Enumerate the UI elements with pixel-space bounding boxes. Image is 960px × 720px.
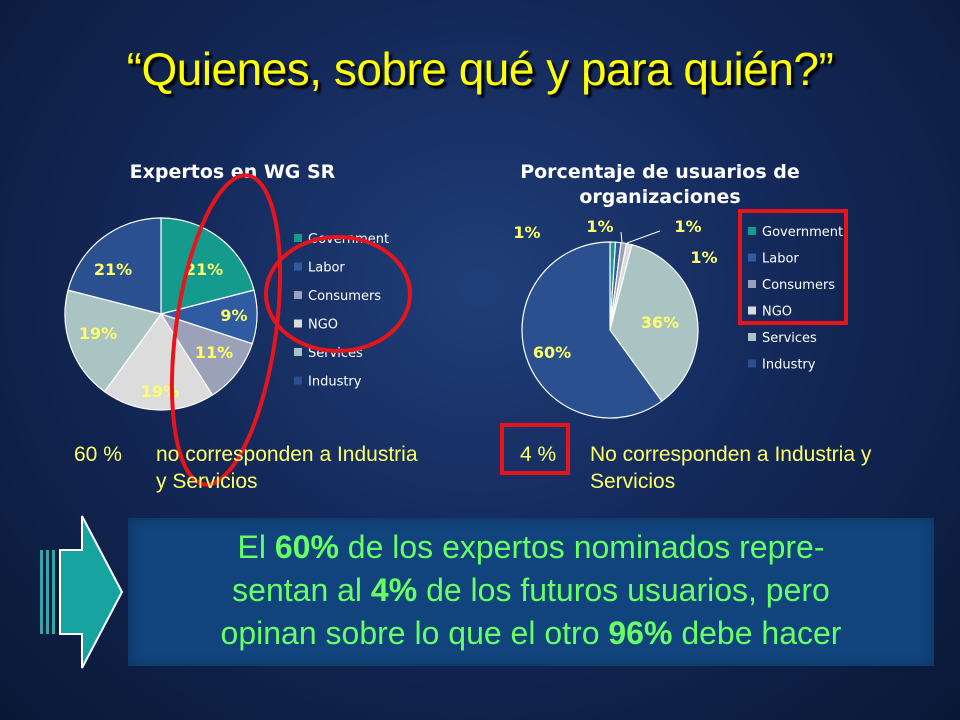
users-data-label-services: 36% [641,313,679,332]
users-legend-swatch-government [748,227,756,235]
users-legend-item-consumers: Consumers [762,278,835,293]
caption-left-line1: no corresponden a Industria [156,441,418,468]
caption-right-line1: No corresponden a Industria y [590,441,871,468]
experts-legend-item-consumers: Consumers [308,289,381,304]
caption-left-pct: 60 % [74,441,122,468]
caption-right-text: No corresponden a Industria y Servicios [590,441,871,495]
legend-users: Government Labor Consumers NGO Services Indus… [748,225,843,373]
users-data-label-government: 1% [586,217,613,236]
users-legend-swatch-services [748,333,756,341]
experts-data-label-industry: 21% [94,260,132,279]
users-legend-item-ngo: NGO [762,305,792,320]
users-data-label-ngo: 1% [513,223,540,242]
arrow-right-icon [40,516,122,668]
legend-experts: GovernmentLaborConsumersNGOServicesIndus… [294,232,389,390]
users-data-label-consumers: 1% [690,248,717,267]
users-legend-item-government: Government [762,225,843,240]
users-legend-item-industry: Industry [762,358,816,373]
experts-legend-swatch-government [294,234,302,242]
pie-chart-experts: 21%9%11%19%19%21% [65,218,257,410]
experts-data-label-labor: 9% [220,306,247,325]
users-legend-item-services: Services [762,331,817,346]
pie-chart-users: 1% 1% 1% 1% 36% 60% [513,217,717,418]
users-legend-swatch-ngo [748,307,756,315]
experts-legend-swatch-services [294,348,302,356]
experts-legend-item-industry: Industry [308,375,362,390]
caption-left-line2: y Servicios [156,468,418,495]
experts-legend-swatch-industry [294,377,302,385]
experts-data-label-services: 19% [79,324,117,343]
experts-legend-item-labor: Labor [308,261,345,276]
users-data-label-labor: 1% [674,217,701,236]
users-data-label-industry: 60% [533,343,571,362]
summary-text: El 60% de los expertos nominados repre- … [128,526,934,655]
summary-line-3: opinan sobre lo que el otro 96% debe hac… [128,612,934,655]
users-legend-swatch-labor [748,254,756,262]
experts-legend-item-ngo: NGO [308,318,338,333]
experts-legend-swatch-consumers [294,291,302,299]
caption-right-pct: 4 % [520,441,556,468]
experts-legend-swatch-labor [294,263,302,271]
experts-data-label-consumers: 11% [195,343,233,362]
users-legend-item-labor: Labor [762,252,799,267]
summary-line-1: El 60% de los expertos nominados repre- [128,526,934,569]
users-legend-swatch-industry [748,360,756,368]
leader-line-1 [621,232,622,242]
users-legend-swatch-consumers [748,280,756,288]
experts-legend-swatch-ngo [294,320,302,328]
leader-line-2 [627,231,660,243]
caption-right-line2: Servicios [590,468,871,495]
summary-line-2: sentan al 4% de los futuros usuarios, pe… [128,569,934,612]
caption-left-text: no corresponden a Industria y Servicios [156,441,418,495]
